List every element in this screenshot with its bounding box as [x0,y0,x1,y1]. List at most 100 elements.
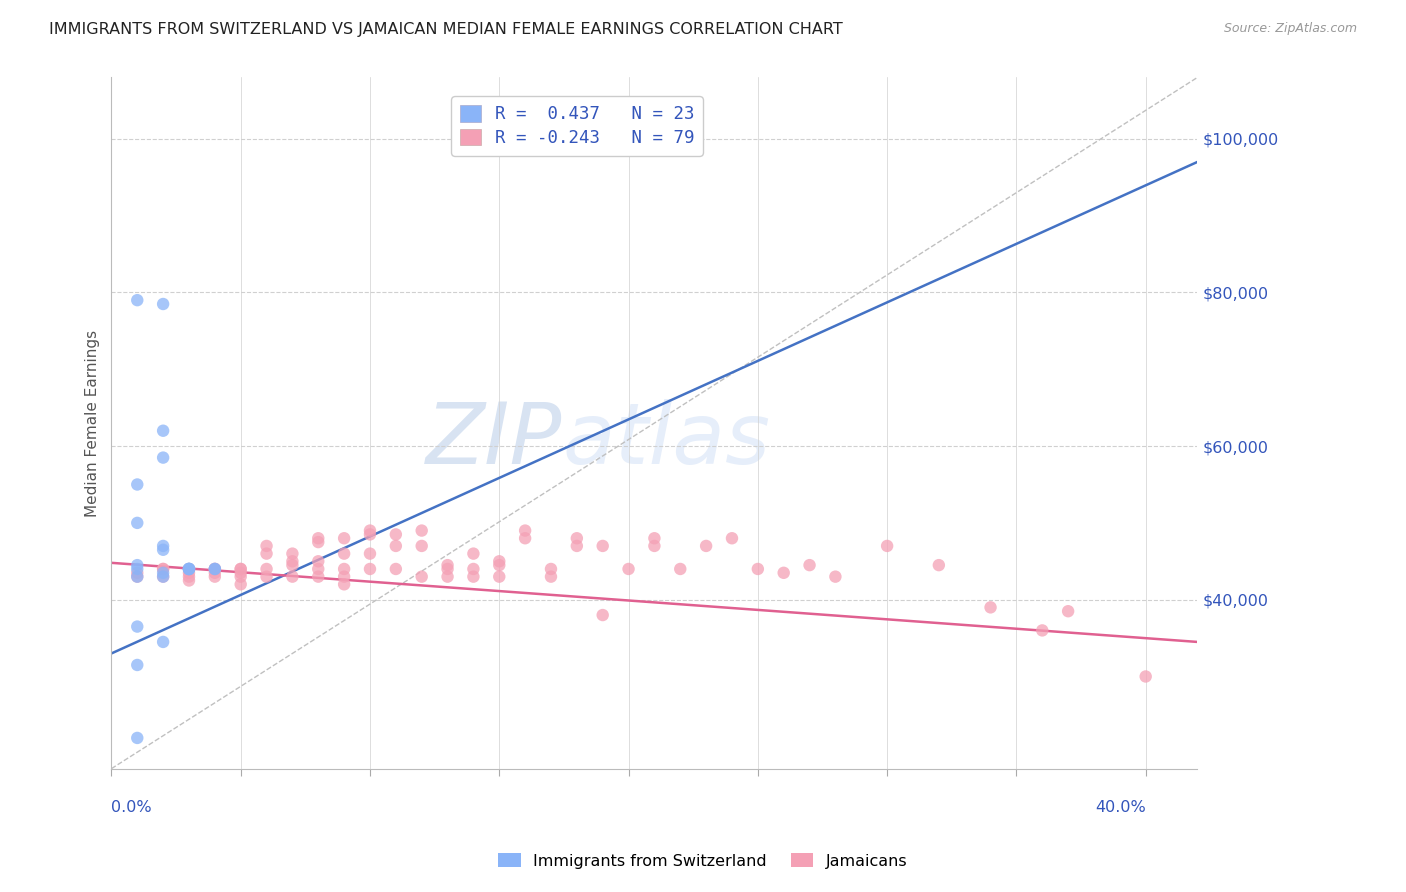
Point [307,562,329,576]
Point [152,539,174,553]
Point [333,577,356,591]
Point [152,562,174,576]
Point [617,562,640,576]
Point [256,539,278,553]
Point [127,657,149,672]
Point [177,566,200,580]
Point [127,562,149,576]
Point [127,731,149,745]
Point [436,558,458,573]
Point [385,562,408,576]
Point [229,562,252,576]
Point [488,569,510,583]
Point [669,562,692,576]
Point [824,569,846,583]
Point [127,569,149,583]
Point [333,569,356,583]
Point [127,516,149,530]
Point [772,566,794,580]
Point [411,569,433,583]
Point [643,531,665,545]
Point [799,558,821,573]
Point [177,574,200,588]
Point [177,562,200,576]
Point [980,600,1002,615]
Point [229,577,252,591]
Point [127,477,149,491]
Point [177,562,200,576]
Point [204,562,226,576]
Point [127,293,149,308]
Point [1057,604,1080,618]
Point [540,569,562,583]
Point [177,562,200,576]
Point [747,562,769,576]
Point [436,562,458,576]
Point [359,527,381,541]
Point [488,558,510,573]
Point [256,562,278,576]
Point [127,569,149,583]
Point [204,562,226,576]
Point [1031,624,1053,638]
Point [721,531,744,545]
Point [281,558,304,573]
Point [307,569,329,583]
Point [281,554,304,568]
Point [204,562,226,576]
Point [876,539,898,553]
Text: 40.0%: 40.0% [1095,800,1146,814]
Point [463,569,485,583]
Point [436,569,458,583]
Legend: Immigrants from Switzerland, Jamaicans: Immigrants from Switzerland, Jamaicans [492,847,914,875]
Point [152,635,174,649]
Point [385,527,408,541]
Point [592,608,614,623]
Point [307,554,329,568]
Point [385,539,408,553]
Point [540,562,562,576]
Point [281,547,304,561]
Point [281,569,304,583]
Point [152,297,174,311]
Point [565,531,588,545]
Point [204,562,226,576]
Point [256,547,278,561]
Point [177,569,200,583]
Point [229,566,252,580]
Y-axis label: Median Female Earnings: Median Female Earnings [86,329,100,516]
Text: Source: ZipAtlas.com: Source: ZipAtlas.com [1223,22,1357,36]
Point [307,535,329,549]
Point [177,562,200,576]
Point [463,562,485,576]
Point [204,566,226,580]
Point [152,569,174,583]
Point [333,547,356,561]
Point [204,569,226,583]
Point [643,539,665,553]
Point [513,531,536,545]
Point [513,524,536,538]
Point [695,539,717,553]
Text: 0.0%: 0.0% [111,800,152,814]
Point [359,547,381,561]
Point [1135,669,1157,683]
Text: IMMIGRANTS FROM SWITZERLAND VS JAMAICAN MEDIAN FEMALE EARNINGS CORRELATION CHART: IMMIGRANTS FROM SWITZERLAND VS JAMAICAN … [49,22,844,37]
Point [152,450,174,465]
Point [256,569,278,583]
Point [229,562,252,576]
Point [488,554,510,568]
Point [463,547,485,561]
Point [152,542,174,557]
Point [127,566,149,580]
Point [359,524,381,538]
Point [152,569,174,583]
Point [177,562,200,576]
Point [152,566,174,580]
Point [333,562,356,576]
Point [127,619,149,633]
Point [127,558,149,573]
Point [928,558,950,573]
Legend: R =  0.437   N = 23, R = -0.243   N = 79: R = 0.437 N = 23, R = -0.243 N = 79 [451,96,703,155]
Point [229,569,252,583]
